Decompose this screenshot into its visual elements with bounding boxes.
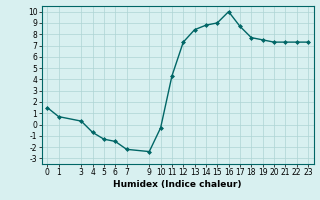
X-axis label: Humidex (Indice chaleur): Humidex (Indice chaleur): [113, 180, 242, 189]
